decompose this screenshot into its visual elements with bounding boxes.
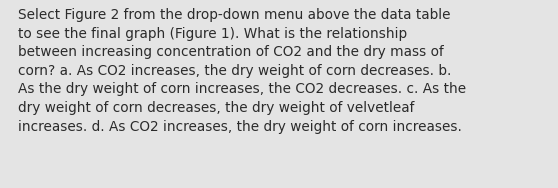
Text: Select Figure 2 from the drop-down menu above the data table
to see the final gr: Select Figure 2 from the drop-down menu … [18, 8, 466, 134]
